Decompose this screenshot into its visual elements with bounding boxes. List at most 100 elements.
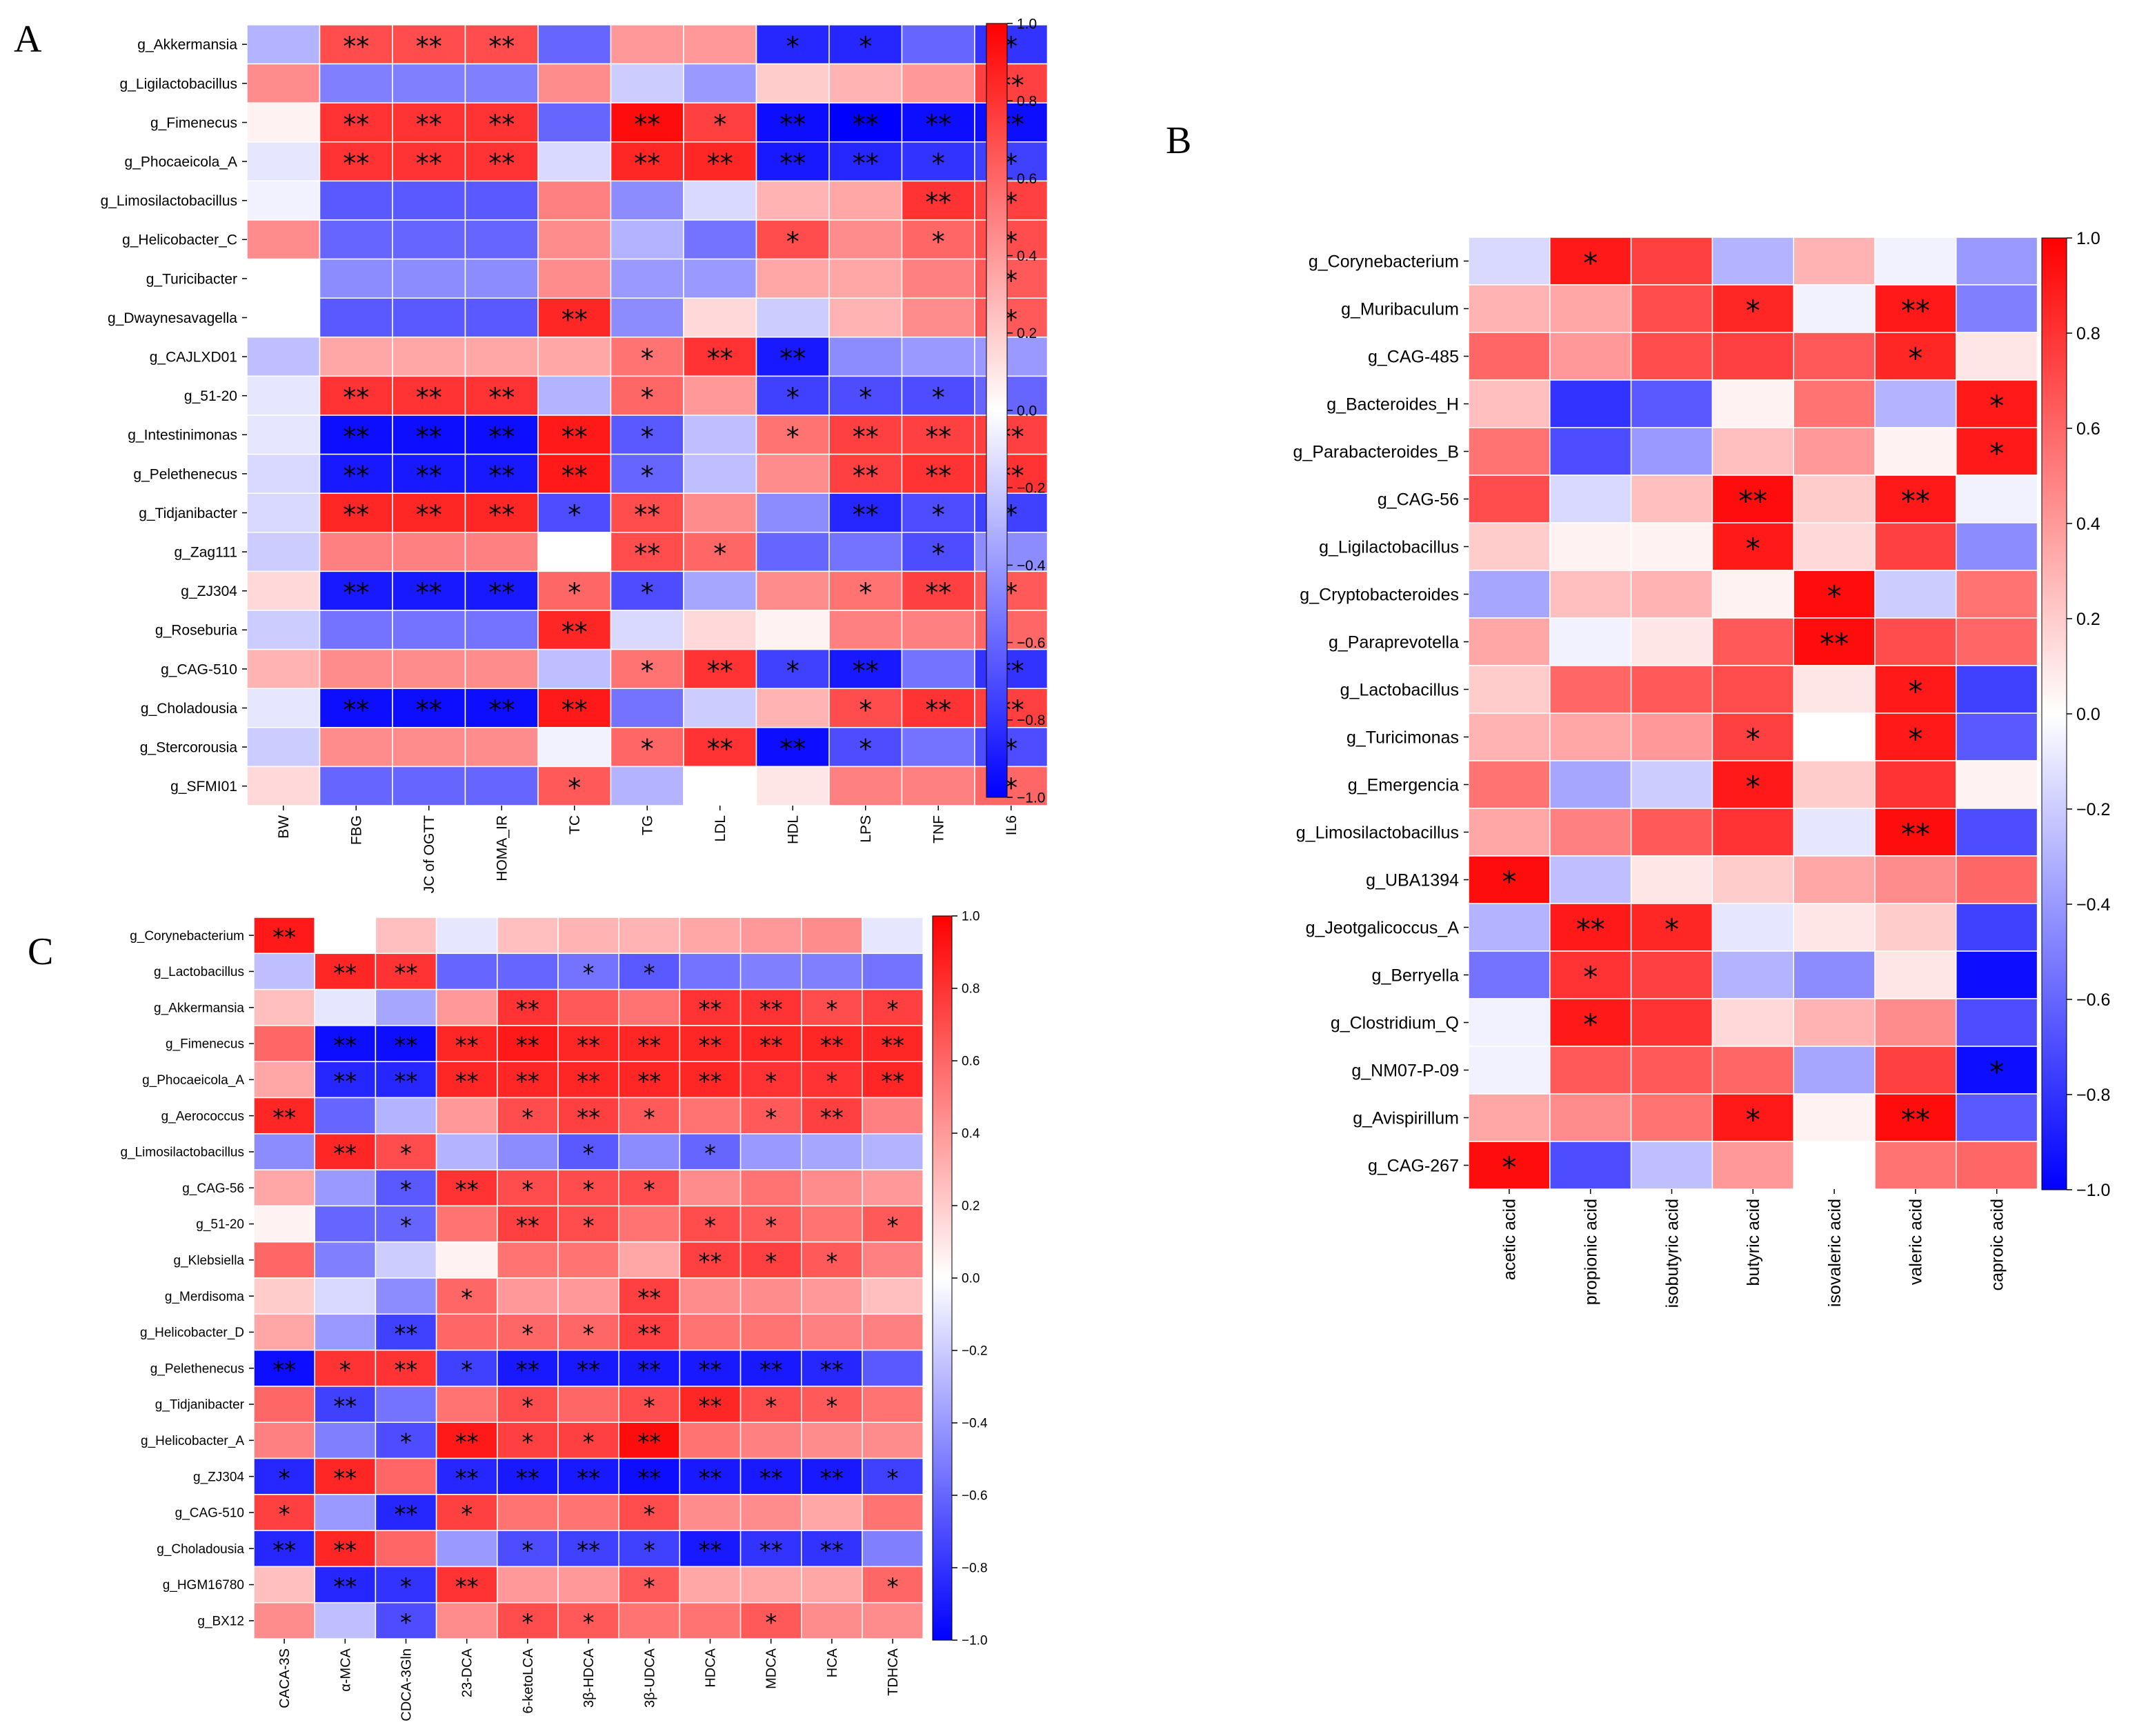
heatmap-cell: [1630, 1046, 1713, 1095]
significance-mark: *: [1746, 532, 1760, 566]
colorbar-tick-label: −0.2: [1017, 481, 1045, 497]
heatmap-cell: [1793, 522, 1876, 571]
column-label: TG: [640, 815, 656, 835]
significance-mark: **: [343, 148, 369, 179]
heatmap-cell: [610, 610, 684, 650]
column-label: TC: [567, 815, 583, 835]
heatmap-cell: [739, 1457, 802, 1495]
significance-mark: **: [577, 1465, 600, 1493]
panel-a-heatmap: A ** ** ** * * ***** ** ** ** * ** ** ** **** ** ** ** ** *…: [14, 16, 1048, 893]
heatmap-cell: [392, 610, 466, 650]
heatmap-cell: [862, 1313, 924, 1351]
heatmap-cell: [497, 917, 559, 955]
heatmap-cell: [755, 337, 830, 377]
significance-mark: **: [343, 383, 369, 413]
significance-mark: **: [637, 1032, 661, 1059]
heatmap-cell: [618, 988, 681, 1026]
row-label: g_Tidjanibacter: [155, 1398, 245, 1413]
significance-mark: *: [765, 1068, 777, 1096]
heatmap-cell: [862, 1205, 924, 1243]
significance-mark: **: [416, 499, 442, 530]
significance-mark: *: [1583, 1008, 1598, 1041]
significance-mark: *: [932, 499, 945, 530]
row-label: g_Jeotgalicoccus_A: [1306, 918, 1460, 937]
heatmap-cell: [683, 375, 757, 416]
significance-mark: *: [583, 1213, 595, 1240]
heatmap-cell: [253, 1602, 315, 1639]
heatmap-cell: [1874, 760, 1957, 809]
significance-mark: *: [1827, 579, 1842, 613]
heatmap-cell: [497, 988, 559, 1026]
significance-mark: **: [1901, 817, 1930, 851]
heatmap-cell: [435, 1205, 498, 1243]
heatmap-cell: [801, 1241, 863, 1279]
significance-mark: **: [395, 1501, 418, 1528]
heatmap-cell: [739, 988, 802, 1026]
heatmap-cell: [1468, 475, 1551, 523]
heatmap-cell: [557, 1386, 619, 1423]
significance-mark: *: [765, 1609, 777, 1637]
significance-mark: **: [881, 1032, 904, 1059]
heatmap-cell: [755, 180, 830, 221]
column-label: CDCA-3Gln: [399, 1648, 415, 1722]
heatmap-cell: [314, 1241, 377, 1279]
significance-mark: *: [887, 1573, 899, 1601]
heatmap-cell: [1630, 1141, 1713, 1190]
heatmap-cell: [739, 1421, 802, 1459]
heatmap-cell: [1468, 998, 1551, 1047]
heatmap-cell: [828, 337, 903, 377]
significance-mark: **: [561, 304, 588, 335]
heatmap-cell: [392, 258, 466, 299]
heatmap-cell: [1468, 284, 1551, 333]
significance-mark: *: [1989, 437, 2004, 470]
heatmap-cell: [801, 1277, 863, 1315]
heatmap-cell: [435, 1061, 498, 1099]
row-label: g_Berryella: [1372, 966, 1460, 985]
significance-mark: *: [1004, 773, 1017, 804]
heatmap-cell: [557, 1313, 619, 1351]
heatmap-cell: [683, 24, 757, 65]
significance-mark: **: [577, 1104, 600, 1132]
colorbar-tick-label: −0.2: [962, 1344, 988, 1359]
heatmap-cell: [1468, 665, 1551, 714]
column-label: LPS: [858, 815, 874, 843]
significance-mark: *: [641, 383, 654, 413]
significance-mark: **: [820, 1465, 844, 1493]
column-label: BW: [276, 815, 292, 839]
heatmap-cell: [246, 219, 321, 260]
heatmap-cell: [392, 453, 466, 494]
heatmap-cell: [862, 988, 924, 1026]
heatmap-cell: [1468, 1141, 1551, 1190]
heatmap-cell: [1630, 379, 1713, 428]
panel-b-heatmap: B** ******* ******** ******* ***** ***g_Coryn…: [1166, 119, 2110, 1308]
heatmap-cell: [497, 1241, 559, 1279]
heatmap-cell: [375, 1241, 437, 1279]
heatmap-cell: [253, 1025, 315, 1062]
heatmap-cell: [392, 532, 466, 572]
heatmap-cell: [1793, 332, 1876, 381]
heatmap-cell: [319, 141, 393, 182]
heatmap-cell: [375, 917, 437, 955]
heatmap-cell: [1468, 1093, 1551, 1142]
row-label: g_Fimenecus: [150, 115, 237, 131]
significance-mark: *: [461, 1357, 473, 1384]
significance-mark: **: [881, 1068, 904, 1096]
row-label: g_Tidjanibacter: [139, 506, 237, 521]
row-label: g_Paraprevotella: [1329, 632, 1459, 652]
heatmap-cell: [1956, 617, 2038, 666]
heatmap-cell: [537, 24, 612, 65]
column-label: HCA: [825, 1648, 840, 1677]
heatmap-cell: [246, 766, 321, 806]
significance-mark: **: [395, 1032, 418, 1059]
heatmap-cell: [246, 375, 321, 416]
significance-mark: *: [644, 1104, 655, 1132]
heatmap-cell: [1549, 855, 1632, 904]
heatmap-cell: [314, 1169, 377, 1207]
significance-mark: *: [826, 1393, 837, 1420]
significance-mark: **: [637, 1068, 661, 1096]
heatmap-cell: [435, 1421, 498, 1459]
significance-mark: **: [853, 109, 879, 139]
heatmap-cell: [1956, 570, 2038, 619]
significance-mark: **: [395, 960, 418, 988]
colorbar-tick-label: −0.8: [1017, 712, 1045, 728]
